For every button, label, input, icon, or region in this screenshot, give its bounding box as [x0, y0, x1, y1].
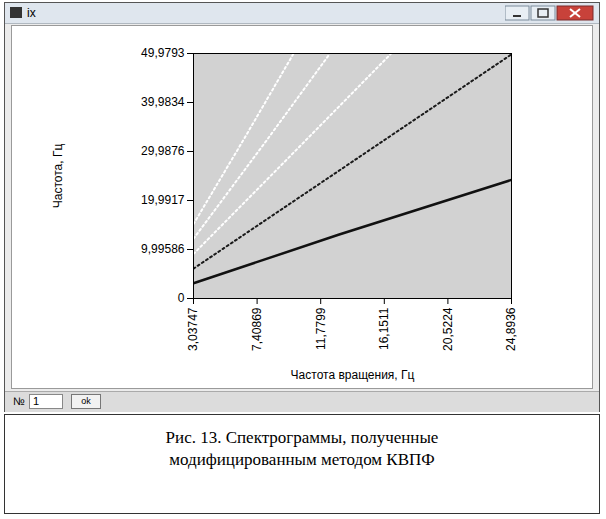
- svg-text:19,9917: 19,9917: [141, 193, 185, 207]
- svg-text:11,7799: 11,7799: [314, 307, 328, 350]
- svg-text:49,9793: 49,9793: [141, 46, 185, 60]
- svg-text:20,5224: 20,5224: [441, 307, 455, 351]
- svg-text:0: 0: [178, 291, 185, 305]
- html-text:ix: ix: [27, 6, 36, 20]
- html-text:ok: ok: [81, 396, 91, 406]
- html-text:1: 1: [33, 395, 40, 407]
- svg-text:Частота вращения, Гц: Частота вращения, Гц: [291, 368, 415, 382]
- svg-text:Частота, Гц: Частота, Гц: [51, 144, 65, 209]
- svg-text:9,99586: 9,99586: [141, 242, 185, 256]
- svg-text:3,03747: 3,03747: [186, 307, 200, 351]
- svg-text:16,1511: 16,1511: [377, 307, 391, 350]
- html-text:Рис. 13. Спектрограммы, получе: Рис. 13. Спектрограммы, полученные модиф…: [165, 428, 439, 469]
- svg-text:7,40869: 7,40869: [250, 307, 264, 351]
- svg-text:24,8936: 24,8936: [504, 307, 518, 351]
- svg-text:29,9876: 29,9876: [141, 144, 185, 158]
- svg-text:39,9834: 39,9834: [141, 95, 185, 109]
